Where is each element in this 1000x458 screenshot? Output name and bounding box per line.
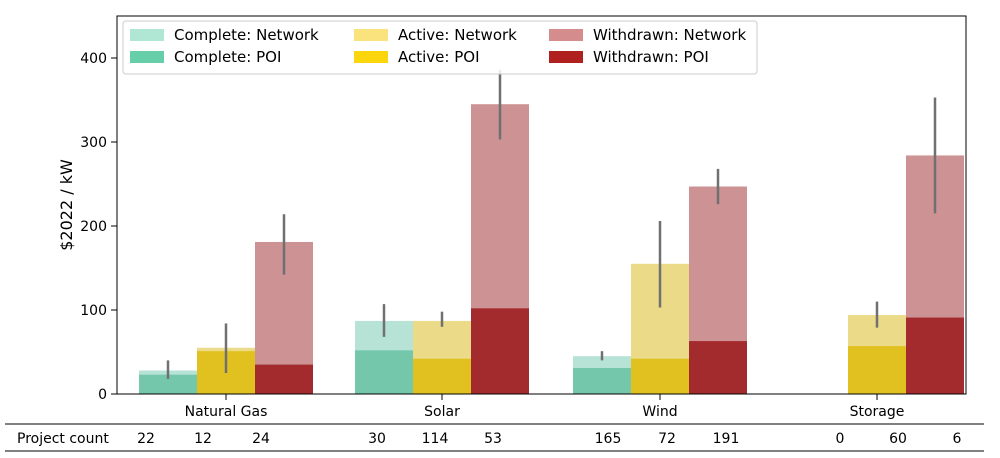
bar-withdrawn-poi-solar bbox=[471, 308, 529, 394]
legend-box bbox=[122, 20, 758, 75]
project-count-solar-withdrawn: 53 bbox=[484, 431, 502, 447]
bar-active-poi-solar bbox=[413, 358, 471, 394]
bars-layer bbox=[139, 104, 964, 394]
project-count-storage-complete: 0 bbox=[836, 431, 845, 447]
project-count-label: Project count bbox=[17, 431, 109, 447]
x-tick-label-storage: Storage bbox=[850, 404, 905, 420]
project-count-natural-gas-complete: 22 bbox=[137, 431, 155, 447]
legend-label-withdrawn-poi: Withdrawn: POI bbox=[593, 48, 709, 66]
x-axis: Natural Gas Solar Wind Storage bbox=[185, 394, 905, 420]
bar-active-poi-wind bbox=[631, 358, 689, 394]
project-count-table: Project count 22 12 24 30 114 53 165 72 191 0 60 6 bbox=[5, 423, 984, 452]
legend-label-active-poi: Active: POI bbox=[398, 48, 480, 66]
y-tick-label-400: 400 bbox=[80, 51, 107, 67]
legend-swatch-complete-network bbox=[130, 29, 164, 41]
bar-active-poi-storage bbox=[848, 346, 906, 394]
project-count-natural-gas-active: 12 bbox=[194, 431, 212, 447]
project-count-wind-withdrawn: 191 bbox=[713, 431, 740, 447]
project-count-natural-gas-withdrawn: 24 bbox=[252, 431, 270, 447]
legend-swatch-active-network bbox=[354, 29, 388, 41]
bar-complete-poi-natural-gas bbox=[139, 374, 197, 394]
x-tick-label-solar: Solar bbox=[424, 404, 460, 420]
y-axis-label: $2022 / kW bbox=[57, 159, 76, 251]
bar-complete-poi-solar bbox=[355, 350, 413, 394]
legend-label-complete-poi: Complete: POI bbox=[174, 48, 281, 66]
y-tick-label-0: 0 bbox=[98, 387, 107, 403]
bar-complete-poi-wind bbox=[573, 367, 631, 394]
errorbars-layer bbox=[166, 69, 937, 379]
legend-swatch-active-poi bbox=[354, 51, 388, 63]
bar-withdrawn-poi-storage bbox=[906, 317, 964, 394]
legend-label-withdrawn-network: Withdrawn: Network bbox=[593, 26, 746, 44]
project-count-wind-active: 72 bbox=[658, 431, 676, 447]
project-count-storage-withdrawn: 6 bbox=[953, 431, 962, 447]
plot-frame bbox=[116, 15, 967, 395]
y-tick-label-300: 300 bbox=[80, 135, 107, 151]
legend-swatch-withdrawn-network bbox=[549, 29, 583, 41]
legend-swatch-withdrawn-poi bbox=[549, 51, 583, 63]
project-count-wind-complete: 165 bbox=[595, 431, 622, 447]
x-tick-label-natural-gas: Natural Gas bbox=[185, 404, 268, 420]
y-axis: 0 100 200 300 400 bbox=[80, 51, 117, 403]
legend: Complete: Network Complete: POI Active: Ne… bbox=[122, 20, 758, 75]
project-count-solar-active: 114 bbox=[422, 431, 449, 447]
project-count-storage-active: 60 bbox=[889, 431, 907, 447]
legend-swatch-complete-poi bbox=[130, 51, 164, 63]
legend-label-active-network: Active: Network bbox=[398, 26, 517, 44]
legend-label-complete-network: Complete: Network bbox=[174, 26, 319, 44]
bar-withdrawn-poi-natural-gas bbox=[255, 364, 313, 394]
y-tick-label-200: 200 bbox=[80, 219, 107, 235]
bar-withdrawn-poi-wind bbox=[689, 341, 747, 394]
y-tick-label-100: 100 bbox=[80, 303, 107, 319]
x-tick-label-wind: Wind bbox=[642, 404, 677, 420]
project-count-solar-complete: 30 bbox=[368, 431, 386, 447]
